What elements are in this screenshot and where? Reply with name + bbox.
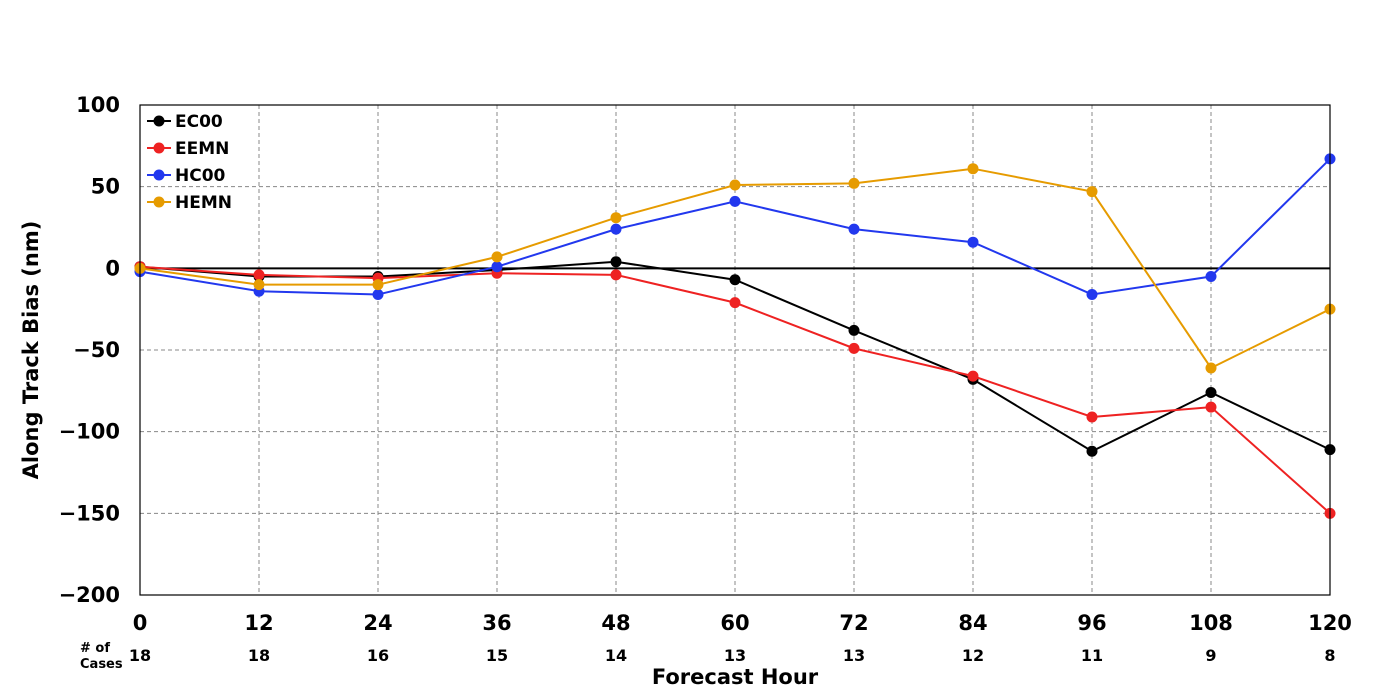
y-tick-label: 50 [91,175,120,199]
legend-item-hc00: HC00 [147,166,226,186]
case-count-label: 11 [1081,646,1103,665]
data-point-ec00 [1086,445,1098,457]
data-point-hc00 [1086,288,1098,300]
data-point-eemn [1205,401,1217,413]
data-point-hemn [848,177,860,189]
case-count-label: 8 [1324,646,1335,665]
x-tick-label: 36 [482,611,511,635]
data-point-eemn [253,269,265,281]
grid-lines [140,105,1330,595]
legend-marker-ec00 [153,115,165,127]
y-tick-label: −50 [73,338,120,362]
legend-marker-eemn [153,142,165,154]
x-tick-label: 120 [1308,611,1352,635]
y-tick-label: 100 [76,93,120,117]
data-point-hc00 [848,223,860,235]
legend-marker-hc00 [153,169,165,181]
data-point-hc00 [729,195,741,207]
case-count-label: 14 [605,646,627,665]
data-point-ec00 [848,324,860,336]
x-tick-label: 84 [958,611,987,635]
case-count-label: 9 [1205,646,1216,665]
legend-item-hemn: HEMN [147,193,232,213]
data-point-hemn [1205,362,1217,374]
x-tick-label: 24 [363,611,392,635]
data-point-hc00 [372,288,384,300]
x-tick-label: 108 [1189,611,1233,635]
data-point-eemn [610,269,622,281]
series-hemn [134,163,1336,374]
x-tick-label: 72 [839,611,868,635]
case-count-label: 13 [843,646,865,665]
data-point-eemn [729,297,741,309]
data-point-hc00 [610,223,622,235]
data-point-eemn [967,370,979,382]
x-axis-title: Forecast Hour [652,665,819,689]
x-tick-label: 96 [1077,611,1106,635]
case-counts: 18 18 16 15 14 13 13 12 11 9 8 [129,646,1336,665]
legend-item-ec00: EC00 [147,112,223,132]
data-point-hemn [491,251,503,263]
legend-label-hemn: HEMN [175,193,232,213]
plot-area-frame [139,104,1331,596]
legend-label-eemn: EEMN [175,139,229,159]
legend-label-hc00: HC00 [175,166,226,186]
data-point-hemn [610,212,622,224]
x-tick-label: 48 [601,611,630,635]
data-point-ec00 [1205,386,1217,398]
y-tick-label: −200 [59,583,120,607]
case-count-label: 13 [724,646,746,665]
legend-label-ec00: EC00 [175,112,223,132]
data-point-hemn [729,179,741,191]
series-layer [134,153,1336,519]
case-count-label: 18 [129,646,151,665]
data-point-eemn [1086,411,1098,423]
y-tick-labels: 100 50 0 −50 −100 −150 −200 [59,93,120,607]
data-point-hemn [1086,186,1098,198]
x-tick-labels: 0 12 24 36 48 60 72 84 96 108 120 [133,611,1352,635]
cases-label-line2: Cases [80,657,123,672]
y-tick-label: 0 [105,256,120,280]
data-point-eemn [848,342,860,354]
data-point-hc00 [967,236,979,248]
case-count-label: 12 [962,646,984,665]
x-tick-label: 12 [244,611,273,635]
x-tick-label: 60 [720,611,749,635]
y-axis-title: Along Track Bias (nm) [19,221,43,480]
data-point-hemn [372,279,384,291]
case-count-label: 15 [486,646,508,665]
data-point-hemn [967,163,979,175]
legend: EC00 EEMN HC00 HEMN [147,112,232,213]
data-point-ec00 [729,274,741,286]
y-tick-label: −100 [59,420,120,444]
data-point-hc00 [491,261,503,273]
case-count-label: 16 [367,646,389,665]
data-point-hc00 [1205,271,1217,282]
series-eemn [134,261,1336,519]
case-count-label: 18 [248,646,270,665]
data-point-ec00 [610,256,622,268]
cases-label-line1: # of [80,641,110,656]
legend-item-eemn: EEMN [147,139,229,159]
data-point-hemn [253,279,265,291]
x-tick-label: 0 [133,611,148,635]
legend-marker-hemn [153,196,165,208]
y-tick-label: −150 [59,501,120,525]
